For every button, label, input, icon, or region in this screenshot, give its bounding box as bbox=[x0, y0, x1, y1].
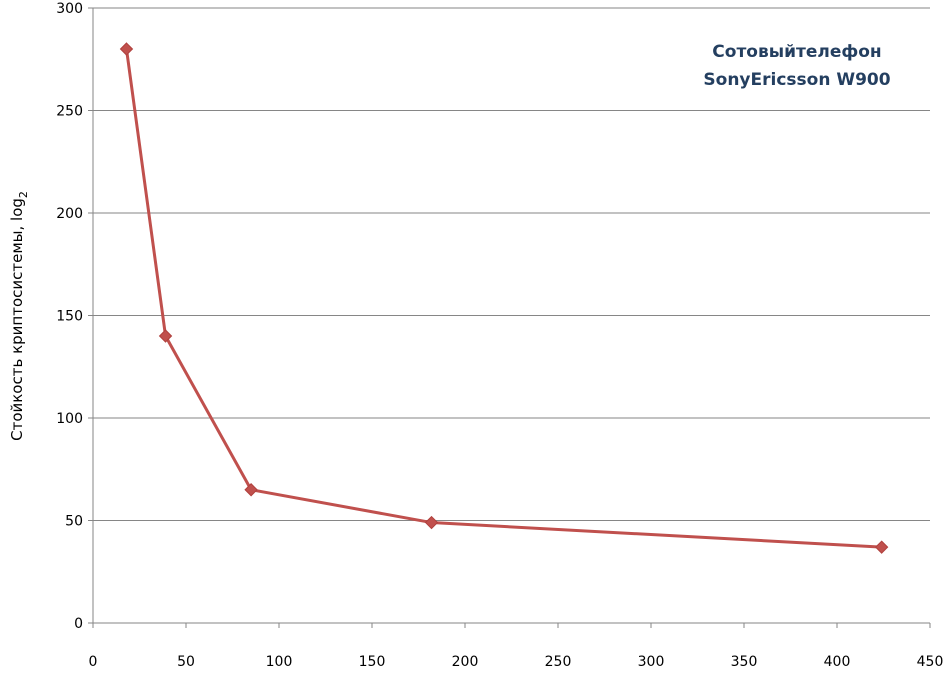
x-tick-label: 350 bbox=[731, 654, 758, 670]
series-line bbox=[124, 48, 882, 549]
x-tick-label: 200 bbox=[452, 654, 479, 670]
y-axis-label: Стойкость криптосистемы, log2 bbox=[8, 191, 30, 441]
data-point-marker bbox=[874, 540, 889, 554]
y-tick-label: 50 bbox=[65, 514, 83, 530]
y-tick-label: 300 bbox=[56, 1, 83, 17]
x-tick-label: 250 bbox=[545, 654, 572, 670]
x-tick-label: 450 bbox=[917, 654, 944, 670]
axes bbox=[88, 7, 931, 628]
x-tick-label: 300 bbox=[638, 654, 665, 670]
x-tick-label: 100 bbox=[266, 654, 293, 670]
series-group bbox=[119, 42, 889, 554]
annotation-line-2: SonyEricsson W900 bbox=[703, 70, 890, 90]
x-tick-labels: 0 50 100 150 200 250 300 350 400 450 bbox=[89, 654, 944, 670]
gridlines bbox=[93, 7, 930, 521]
y-tick-label: 200 bbox=[56, 206, 83, 222]
x-tick-label: 50 bbox=[177, 654, 195, 670]
x-tick-label: 0 bbox=[89, 654, 98, 670]
y-tick-label: 100 bbox=[56, 411, 83, 427]
y-tick-labels: 0 50 100 150 200 250 300 bbox=[56, 1, 83, 632]
annotation-line-1: Сотовыйтелефон bbox=[712, 42, 881, 62]
y-tick-label: 150 bbox=[56, 309, 83, 325]
data-point-marker bbox=[244, 483, 258, 497]
data-point-marker bbox=[424, 515, 439, 530]
y-tick-label: 250 bbox=[56, 104, 83, 120]
data-point-marker bbox=[119, 42, 134, 56]
data-point-marker bbox=[158, 329, 173, 343]
y-axis-label-subscript: 2 bbox=[17, 191, 30, 198]
y-tick-label: 0 bbox=[74, 616, 83, 632]
x-tick-label: 150 bbox=[359, 654, 386, 670]
x-tick-label: 400 bbox=[824, 654, 851, 670]
